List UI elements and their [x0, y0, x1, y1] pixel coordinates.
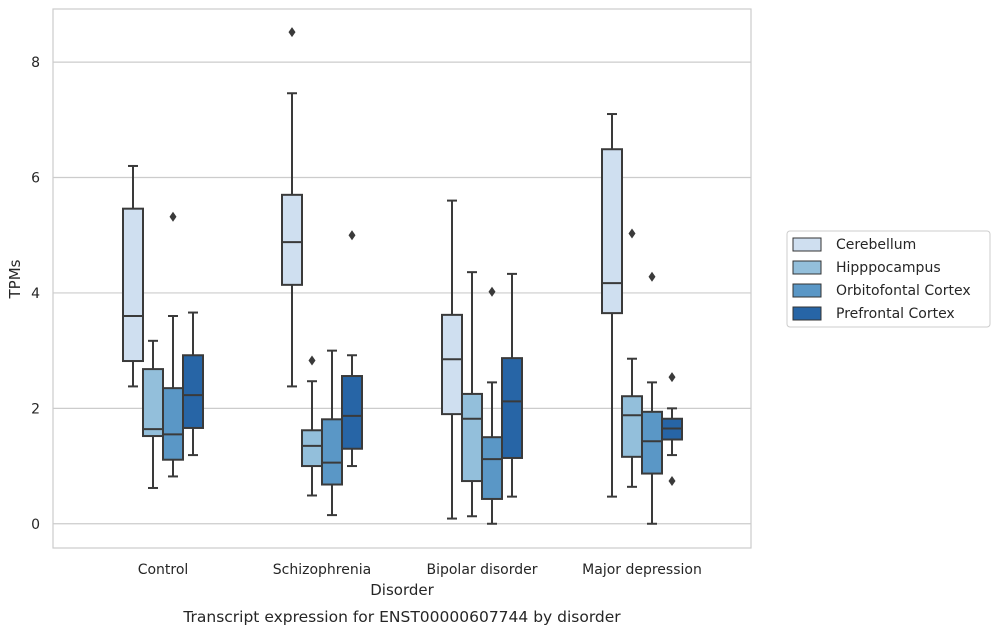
- box-body: [441, 313, 463, 416]
- x-tick-label: Schizophrenia: [273, 562, 371, 578]
- plot-frame: [52, 8, 752, 549]
- box-body: [122, 207, 144, 363]
- legend: Cerebellum Hipppocampus Orbitofontal Corte…: [786, 230, 991, 328]
- box-prefrontal-cortex: [182, 311, 204, 457]
- x-tick-label: Bipolar disorder: [426, 562, 537, 578]
- box-orbitofontal-cortex: [321, 349, 343, 517]
- box-prefrontal-cortex: [501, 272, 523, 498]
- legend-swatch: [792, 306, 822, 321]
- box-body: [481, 436, 503, 500]
- boxes-layer: [122, 27, 683, 525]
- y-tick-label: 8: [31, 55, 40, 71]
- outlier-marker: [169, 211, 177, 222]
- x-axis-label: Disorder: [370, 581, 434, 599]
- legend-label: Cerebellum: [836, 237, 916, 253]
- box-prefrontal-cortex: [341, 230, 363, 468]
- legend-items: Cerebellum Hipppocampus Orbitofontal Corte…: [792, 237, 971, 322]
- y-tick-label: 6: [31, 171, 40, 187]
- outlier-marker: [628, 228, 636, 239]
- y-axis-label: TPMs: [6, 259, 24, 299]
- outlier-marker: [488, 286, 496, 297]
- y-axis-ticks: 0 2 4 6 8: [31, 55, 40, 533]
- legend-item: Prefrontal Cortex: [792, 306, 955, 322]
- box-body: [341, 375, 363, 450]
- legend-swatch: [792, 237, 822, 252]
- legend-label: Prefrontal Cortex: [836, 306, 955, 322]
- box-body: [142, 368, 164, 438]
- box-prefrontal-cortex: [661, 372, 683, 487]
- legend-swatch: [792, 283, 822, 298]
- box-orbitofontal-cortex: [641, 271, 663, 525]
- box-body: [182, 354, 204, 429]
- box-body: [162, 387, 184, 461]
- box-cerebellum: [122, 164, 144, 388]
- box-body: [501, 357, 523, 459]
- outlier-marker: [648, 271, 656, 282]
- x-tick-label: Control: [138, 562, 189, 578]
- box-body: [321, 418, 343, 486]
- outlier-marker: [348, 230, 356, 241]
- box-hipppocampus: [461, 271, 483, 518]
- y-tick-label: 0: [31, 517, 40, 533]
- box-body: [641, 410, 663, 475]
- box-body: [461, 392, 483, 483]
- outlier-marker: [308, 355, 316, 366]
- x-axis-ticks: Control Schizophrenia Bipolar disorder Majo…: [138, 562, 702, 578]
- outlier-marker: [668, 372, 676, 383]
- legend-label: Hipppocampus: [836, 260, 941, 276]
- box-cerebellum: [601, 113, 623, 498]
- box-body: [621, 395, 643, 458]
- box-cerebellum: [281, 27, 303, 388]
- legend-item: Cerebellum: [792, 237, 916, 253]
- x-tick-label: Major depression: [582, 562, 702, 578]
- box-orbitofontal-cortex: [481, 286, 503, 525]
- box-cerebellum: [441, 199, 463, 520]
- legend-frame: [786, 230, 991, 328]
- y-tick-label: 4: [31, 286, 40, 302]
- plot-area: [52, 8, 752, 549]
- box-body: [301, 429, 323, 468]
- box-body: [601, 148, 623, 315]
- box-hipppocampus: [621, 228, 643, 488]
- outlier-marker: [668, 476, 676, 487]
- chart-caption: Transcript expression for ENST0000060774…: [182, 608, 621, 626]
- outlier-marker: [288, 27, 296, 38]
- box-body: [281, 193, 303, 286]
- y-tick-label: 2: [31, 401, 40, 417]
- legend-label: Orbitofontal Cortex: [836, 283, 971, 299]
- legend-swatch: [792, 260, 822, 275]
- legend-item: Hipppocampus: [792, 260, 941, 276]
- legend-item: Orbitofontal Cortex: [792, 283, 971, 299]
- box-hipppocampus: [301, 355, 323, 497]
